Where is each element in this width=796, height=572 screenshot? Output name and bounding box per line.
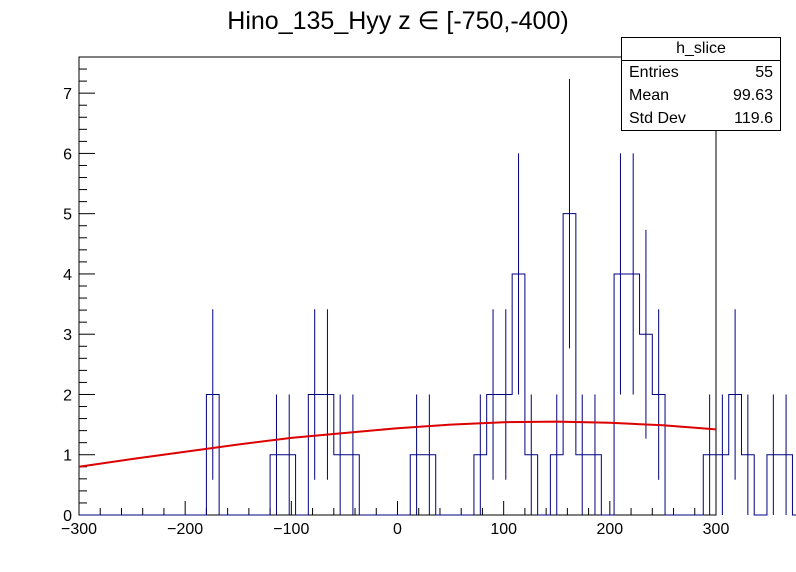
stats-box: h_slice Entries 55 Mean 99.63 Std Dev 11…	[621, 37, 781, 131]
x-tick-label: −200	[167, 521, 203, 538]
stats-label: Std Dev	[629, 110, 686, 127]
y-tick-label: 1	[63, 448, 72, 465]
stats-label: Mean	[629, 87, 670, 104]
chart-title: Hino_135_Hyy z ∈ [-750,-400)	[227, 7, 569, 35]
stats-row-entries: Entries 55	[622, 61, 780, 84]
stats-value: 99.63	[732, 87, 773, 104]
y-tick-label: 3	[63, 327, 72, 344]
x-tick-label: −100	[273, 521, 309, 538]
x-tick-label: −300	[61, 521, 97, 538]
y-tick-label: 7	[63, 86, 72, 103]
y-tick-label: 6	[63, 146, 72, 163]
y-tick-label: 5	[63, 207, 72, 224]
stats-value: 119.6	[734, 110, 773, 127]
y-tick-label: 2	[63, 387, 72, 404]
y-tick-label: 4	[63, 267, 72, 284]
stats-row-stddev: Std Dev 119.6	[622, 107, 780, 130]
x-tick-label: 200	[596, 521, 623, 538]
x-tick-label: 100	[490, 521, 517, 538]
stats-row-mean: Mean 99.63	[622, 84, 780, 107]
y-tick-label: 0	[63, 508, 72, 525]
x-tick-label: 0	[393, 521, 402, 538]
stats-label: Entries	[629, 64, 679, 81]
x-tick-label: 300	[703, 521, 730, 538]
fit-curve	[78, 420, 717, 468]
stats-box-title: h_slice	[622, 38, 780, 61]
histogram-line	[79, 213, 796, 516]
stats-value: 55	[755, 64, 773, 81]
